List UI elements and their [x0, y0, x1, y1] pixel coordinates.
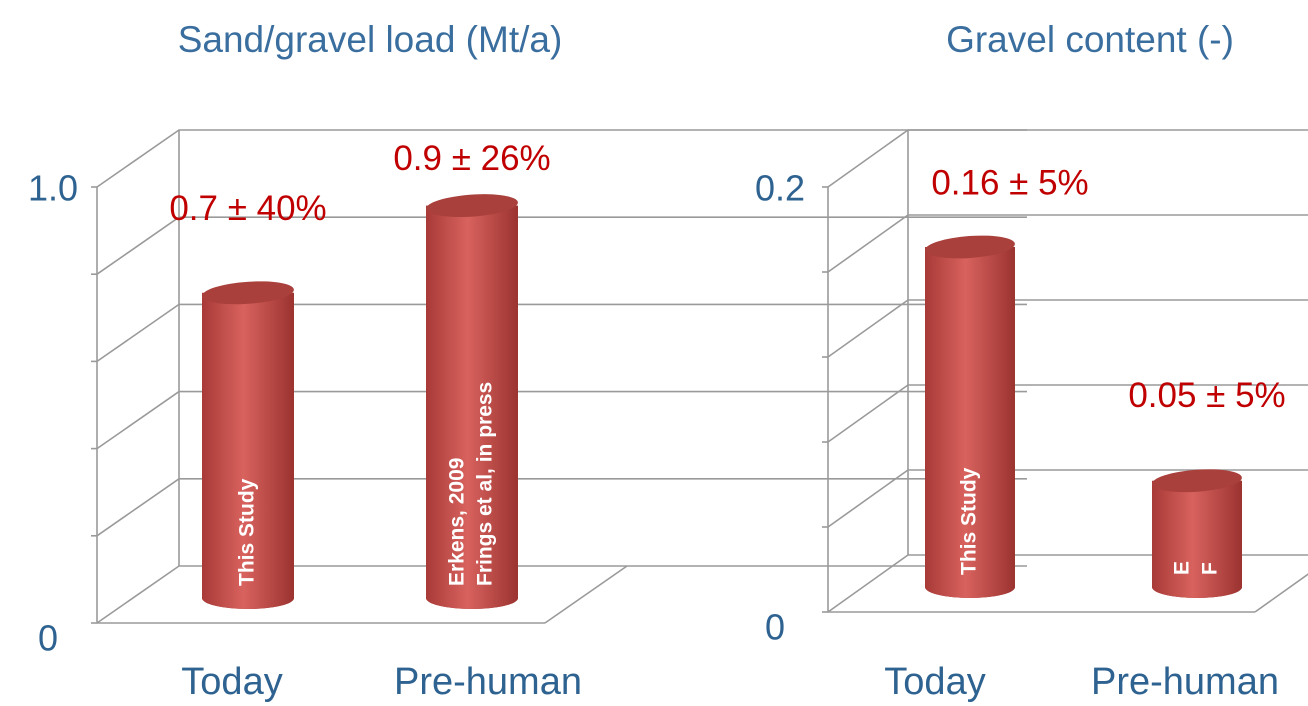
grid-line: [827, 129, 1308, 188]
grid-line: [96, 390, 1027, 450]
y-tick-label: 0: [38, 618, 58, 659]
bar-top: [925, 235, 1015, 259]
grid-line: [96, 565, 1027, 624]
value-label: 0.05 ± 5%: [1128, 376, 1285, 415]
x-tick-label: Pre-human: [1091, 661, 1279, 703]
grid-line: [827, 554, 1308, 613]
y-tick-label: 1.0: [28, 168, 78, 209]
bar: [202, 292, 294, 609]
bar-top: [202, 281, 294, 305]
value-label: 0.16 ± 5%: [931, 163, 1088, 202]
value-label: 0.9 ± 26%: [393, 139, 550, 178]
chart: Gravel content (-) 0 0.2 This Study 0.16 ± 5…: [755, 19, 1308, 703]
bar-top: [1152, 469, 1242, 493]
grid-line: [827, 299, 1308, 358]
bar-note: F: [1199, 562, 1222, 575]
grid-line: [96, 129, 1027, 188]
grid-line: [827, 214, 1308, 273]
grid-line: [96, 303, 1027, 363]
y-tick-label: 0.2: [755, 168, 805, 209]
bar: [1152, 480, 1242, 598]
x-tick-label: Pre-human: [394, 661, 582, 703]
grid-line: [827, 384, 1308, 443]
bar-note: E: [1171, 561, 1194, 575]
chart: Sand/gravel load (Mt/a) 0 1.0 This Study 0.7…: [28, 19, 1027, 703]
grid-line: [96, 216, 1027, 275]
floor-side: [544, 565, 628, 624]
chart-title: Sand/gravel load (Mt/a): [178, 19, 563, 60]
grid-line: [827, 469, 1308, 528]
value-label: 0.7 ± 40%: [169, 189, 326, 228]
bar-note: This Study: [958, 467, 981, 575]
x-tick-label: Today: [884, 661, 985, 703]
floor-side: [1254, 573, 1308, 613]
bar: [426, 205, 518, 609]
bar-note: Frings et al, in press: [474, 382, 497, 586]
bar-note: This Study: [236, 478, 259, 586]
y-tick-label: 0: [765, 607, 785, 648]
chart-title: Gravel content (-): [946, 19, 1234, 60]
bar-top: [426, 194, 518, 218]
bar: [925, 247, 1015, 598]
grid-line: [96, 477, 1027, 537]
x-tick-label: Today: [181, 661, 282, 703]
bar-note: Erkens, 2009: [446, 458, 469, 586]
